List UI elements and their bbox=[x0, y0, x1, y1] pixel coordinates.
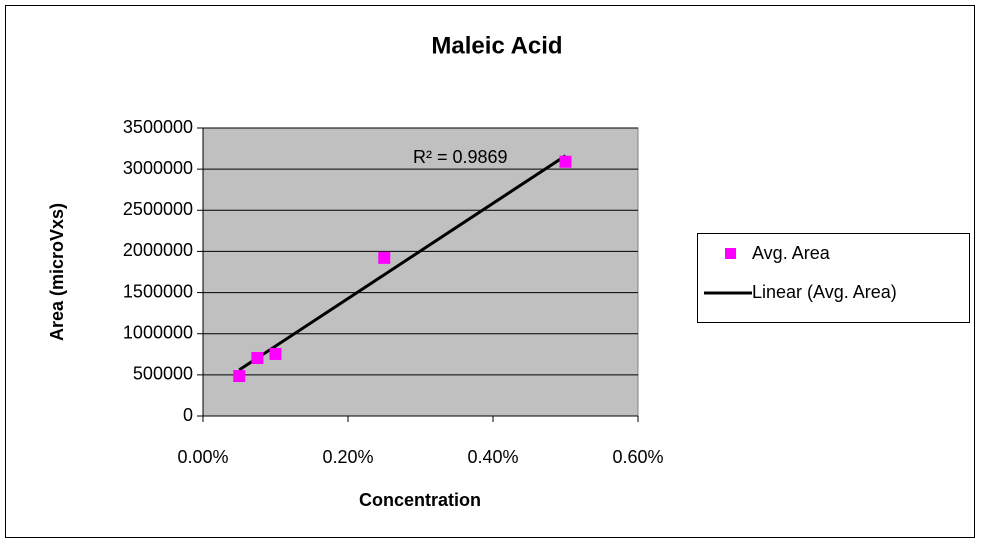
y-tick-label: 2500000 bbox=[123, 199, 193, 219]
y-axis-label: Area (microVxs) bbox=[47, 203, 67, 341]
y-tick-label: 2000000 bbox=[123, 240, 193, 260]
y-tick-label: 1000000 bbox=[123, 322, 193, 342]
point bbox=[559, 155, 572, 168]
y-tick-label: 3500000 bbox=[123, 117, 193, 137]
trend-line bbox=[238, 154, 567, 372]
legend-marker bbox=[725, 248, 736, 259]
x-tick-label: 0.40% bbox=[467, 447, 518, 467]
point bbox=[251, 351, 264, 364]
legend-label: Avg. Area bbox=[752, 243, 831, 263]
chart-title: Maleic Acid bbox=[431, 32, 562, 59]
legend-label: Linear (Avg. Area) bbox=[752, 282, 897, 302]
legend bbox=[697, 233, 970, 323]
x-tick-label: 0.60% bbox=[612, 447, 663, 467]
y-tick-label: 3000000 bbox=[123, 158, 193, 178]
x-tick-label: 0.20% bbox=[322, 447, 373, 467]
r-squared-label: R² = 0.9869 bbox=[413, 147, 508, 167]
point bbox=[378, 251, 391, 264]
x-tick-label: 0.00% bbox=[177, 447, 228, 467]
x-axis-label: Concentration bbox=[359, 490, 481, 510]
point bbox=[233, 370, 246, 383]
y-tick-label: 1500000 bbox=[123, 281, 193, 301]
y-tick-label: 0 bbox=[183, 405, 193, 425]
y-tick-label: 500000 bbox=[133, 364, 193, 384]
point bbox=[269, 347, 282, 360]
plot-area bbox=[202, 127, 639, 417]
